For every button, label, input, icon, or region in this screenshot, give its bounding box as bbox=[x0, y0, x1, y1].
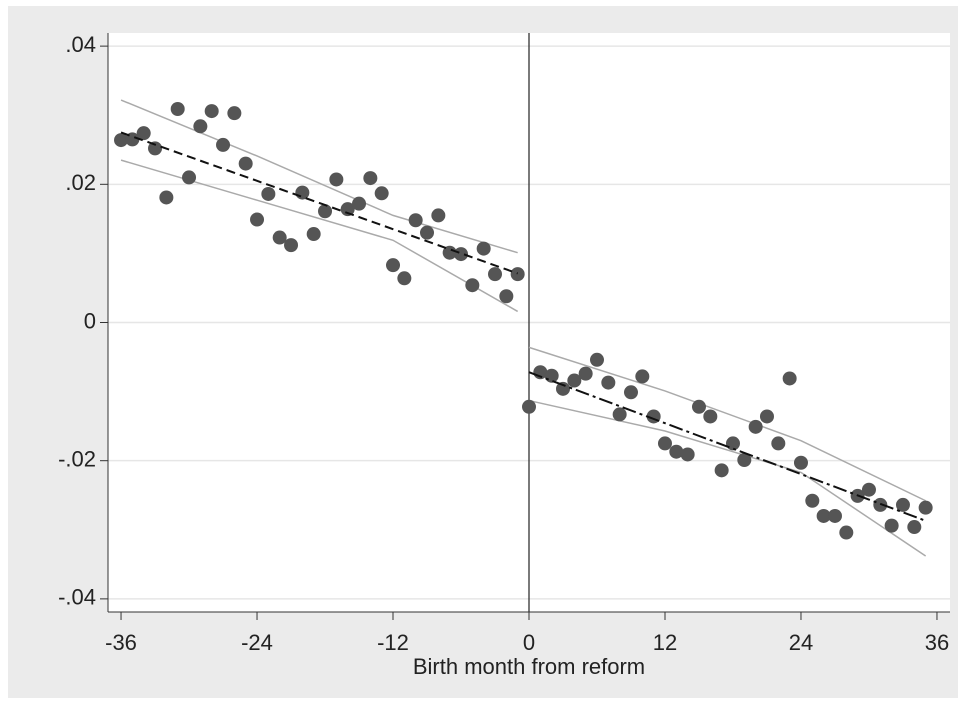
data-point bbox=[261, 186, 276, 201]
data-point bbox=[612, 407, 627, 422]
data-point bbox=[748, 419, 763, 434]
data-point bbox=[306, 227, 321, 242]
data-point bbox=[114, 133, 129, 148]
data-point bbox=[589, 352, 604, 367]
data-point bbox=[510, 267, 525, 282]
data-point bbox=[227, 106, 242, 121]
data-point bbox=[703, 409, 718, 424]
data-point bbox=[861, 482, 876, 497]
data-point bbox=[714, 463, 729, 478]
confidence-band bbox=[120, 99, 518, 254]
data-point bbox=[329, 172, 344, 187]
y-tick-label: .02 bbox=[65, 170, 96, 195]
data-point bbox=[544, 368, 559, 383]
data-point bbox=[431, 208, 446, 223]
data-point bbox=[397, 271, 412, 286]
data-point bbox=[272, 230, 287, 245]
data-point bbox=[635, 369, 650, 384]
data-point bbox=[793, 455, 808, 470]
y-tick-label: -.02 bbox=[58, 446, 96, 471]
fit-line bbox=[528, 371, 926, 522]
data-point bbox=[691, 399, 706, 414]
confidence-band bbox=[528, 399, 927, 557]
data-point bbox=[725, 436, 740, 451]
data-point bbox=[669, 444, 684, 459]
data-point bbox=[918, 500, 933, 515]
data-point bbox=[408, 213, 423, 228]
x-tick-label: 36 bbox=[925, 630, 949, 655]
data-point bbox=[318, 204, 333, 219]
data-point bbox=[250, 212, 265, 227]
data-point bbox=[895, 497, 910, 512]
data-point bbox=[578, 366, 593, 381]
data-point bbox=[522, 399, 536, 414]
x-tick-label: -24 bbox=[241, 630, 273, 655]
data-point bbox=[238, 156, 253, 171]
y-tick-label: 0 bbox=[84, 308, 96, 333]
y-tick-label: .04 bbox=[65, 32, 96, 57]
data-point bbox=[159, 190, 174, 205]
data-point bbox=[499, 289, 514, 304]
data-point bbox=[420, 225, 435, 240]
data-point bbox=[465, 278, 480, 293]
data-point bbox=[601, 375, 616, 390]
data-point bbox=[295, 185, 310, 200]
data-point bbox=[782, 371, 797, 386]
data-point bbox=[386, 258, 401, 273]
data-point bbox=[136, 126, 151, 141]
data-point bbox=[148, 141, 163, 156]
data-point bbox=[442, 245, 457, 260]
data-point bbox=[827, 508, 842, 523]
data-point bbox=[657, 436, 672, 451]
data-point bbox=[623, 385, 638, 400]
data-point bbox=[873, 497, 888, 512]
data-point bbox=[284, 238, 299, 253]
x-tick-label: -12 bbox=[377, 630, 409, 655]
y-tick-label: -.04 bbox=[58, 585, 96, 610]
data-point bbox=[454, 247, 469, 262]
data-point bbox=[170, 102, 185, 117]
data-point bbox=[884, 518, 899, 533]
data-point bbox=[182, 170, 197, 185]
x-tick-label: -36 bbox=[105, 630, 137, 655]
data-point bbox=[907, 520, 922, 535]
data-point bbox=[352, 196, 367, 211]
x-tick-label: 12 bbox=[653, 630, 677, 655]
data-point bbox=[363, 171, 378, 186]
fit-line bbox=[120, 131, 519, 275]
data-point bbox=[374, 186, 389, 201]
data-point bbox=[476, 241, 491, 256]
data-point bbox=[204, 104, 219, 119]
x-axis-label: Birth month from reform bbox=[413, 654, 645, 679]
data-point bbox=[771, 436, 786, 451]
confidence-band bbox=[528, 346, 926, 502]
x-tick-label: 0 bbox=[523, 630, 535, 655]
data-point bbox=[193, 119, 208, 134]
data-point bbox=[737, 452, 752, 467]
data-point bbox=[567, 373, 582, 388]
data-point bbox=[340, 202, 355, 217]
data-point bbox=[555, 381, 570, 396]
data-point bbox=[759, 409, 774, 424]
data-point bbox=[680, 447, 695, 462]
x-tick-label: 24 bbox=[789, 630, 813, 655]
data-point bbox=[216, 137, 231, 152]
data-point bbox=[816, 508, 831, 523]
data-point bbox=[805, 493, 820, 508]
data-point bbox=[488, 267, 503, 282]
data-point bbox=[839, 525, 854, 540]
